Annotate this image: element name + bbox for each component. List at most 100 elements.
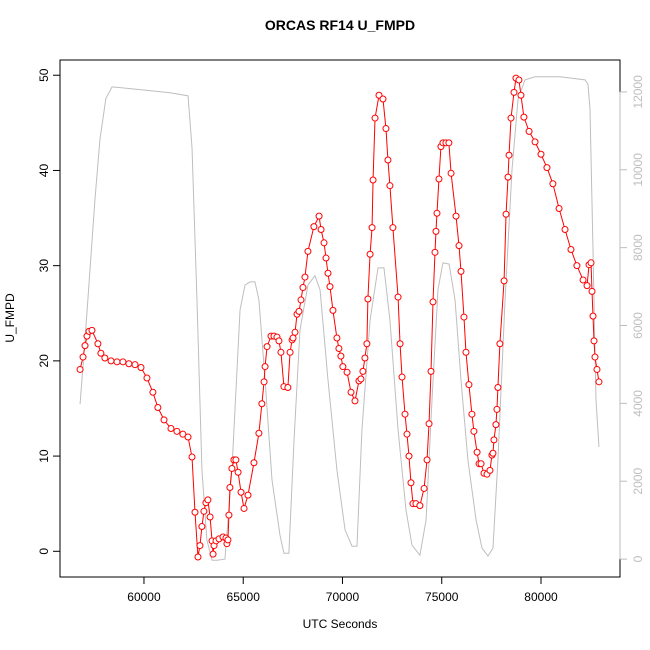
data-point <box>277 348 285 356</box>
data-point <box>226 484 234 492</box>
data-point <box>504 173 512 181</box>
y-tick-label: 10 <box>37 449 51 463</box>
data-point <box>363 340 371 348</box>
data-point <box>260 378 268 386</box>
y2-tick-label: 4000 <box>631 390 645 417</box>
y-tick-label: 20 <box>37 354 51 368</box>
data-point <box>295 307 303 315</box>
data-point <box>107 357 115 365</box>
data-point <box>255 429 263 437</box>
data-point <box>589 312 597 320</box>
x-tick-label: 80000 <box>524 590 558 604</box>
data-point <box>537 150 545 158</box>
data-point <box>389 224 397 232</box>
data-point <box>244 491 252 499</box>
data-point <box>137 364 145 372</box>
data-point <box>455 242 463 250</box>
y2-tick-label: 12000 <box>631 75 645 109</box>
data-point <box>382 125 390 133</box>
data-point <box>386 182 394 190</box>
data-point <box>324 269 332 277</box>
data-point <box>477 460 485 468</box>
data-point <box>486 466 494 474</box>
data-point <box>204 496 212 504</box>
data-point <box>76 365 84 373</box>
data-point <box>359 367 367 375</box>
data-point <box>310 223 318 231</box>
data-point <box>299 284 307 292</box>
data-point <box>333 334 341 342</box>
data-point <box>567 245 575 253</box>
data-point <box>224 536 232 544</box>
data-point <box>329 306 337 314</box>
data-point <box>88 326 96 334</box>
data-point <box>361 354 369 362</box>
data-point <box>347 388 355 396</box>
data-point <box>590 337 598 345</box>
data-point <box>250 459 258 467</box>
x-tick-label: 60000 <box>127 590 161 604</box>
x-tick-label: 65000 <box>227 590 261 604</box>
y-tick-label: 0 <box>37 548 51 555</box>
data-point <box>525 127 533 135</box>
data-point <box>357 375 365 383</box>
data-point <box>579 276 587 284</box>
data-point <box>191 508 199 516</box>
plot-frame <box>59 59 621 578</box>
data-point <box>452 212 460 220</box>
data-point <box>470 427 478 435</box>
data-point <box>97 349 105 357</box>
data-point <box>543 164 551 172</box>
y-axis-label: U_FMPD <box>3 293 17 343</box>
data-point <box>131 361 139 369</box>
data-point <box>167 424 175 432</box>
data-point <box>427 367 435 375</box>
data-point <box>396 340 404 348</box>
y-tick-label: 40 <box>37 163 51 177</box>
data-point <box>379 95 387 103</box>
data-point <box>496 340 504 348</box>
data-point <box>465 381 473 389</box>
data-point <box>225 511 233 519</box>
data-point <box>351 397 359 405</box>
data-point <box>240 504 248 512</box>
y2-tick-label: 6000 <box>631 312 645 339</box>
data-point <box>433 209 441 217</box>
y2-tick-label: 8000 <box>631 234 645 261</box>
data-point <box>432 227 440 235</box>
data-point <box>398 373 406 381</box>
data-point <box>505 151 513 159</box>
data-point <box>429 298 437 306</box>
series-line <box>79 76 600 561</box>
data-point <box>304 247 312 255</box>
x-tick-label: 70000 <box>326 590 360 604</box>
data-point <box>258 400 266 408</box>
data-point <box>154 404 162 412</box>
data-point <box>79 353 87 361</box>
data-point <box>425 420 433 428</box>
data-point <box>232 456 240 464</box>
data-point <box>149 388 157 396</box>
data-point <box>555 205 563 213</box>
data-point <box>206 513 214 521</box>
data-point <box>289 334 297 342</box>
data-point <box>447 169 455 177</box>
data-point <box>198 523 206 531</box>
data-point <box>228 464 236 472</box>
data-point <box>315 212 323 220</box>
data-point <box>431 248 439 256</box>
data-point <box>468 410 476 418</box>
y2-tick-label: 0 <box>631 555 645 562</box>
data-point <box>457 267 465 275</box>
data-point <box>445 139 453 147</box>
y-tick-label: 30 <box>37 259 51 273</box>
data-point <box>531 138 539 146</box>
data-point <box>119 358 127 366</box>
data-point <box>394 293 402 301</box>
data-point <box>462 348 470 356</box>
data-point <box>364 295 372 303</box>
data-point <box>160 416 168 424</box>
x-tick-label: 75000 <box>425 590 459 604</box>
data-point <box>587 259 595 267</box>
